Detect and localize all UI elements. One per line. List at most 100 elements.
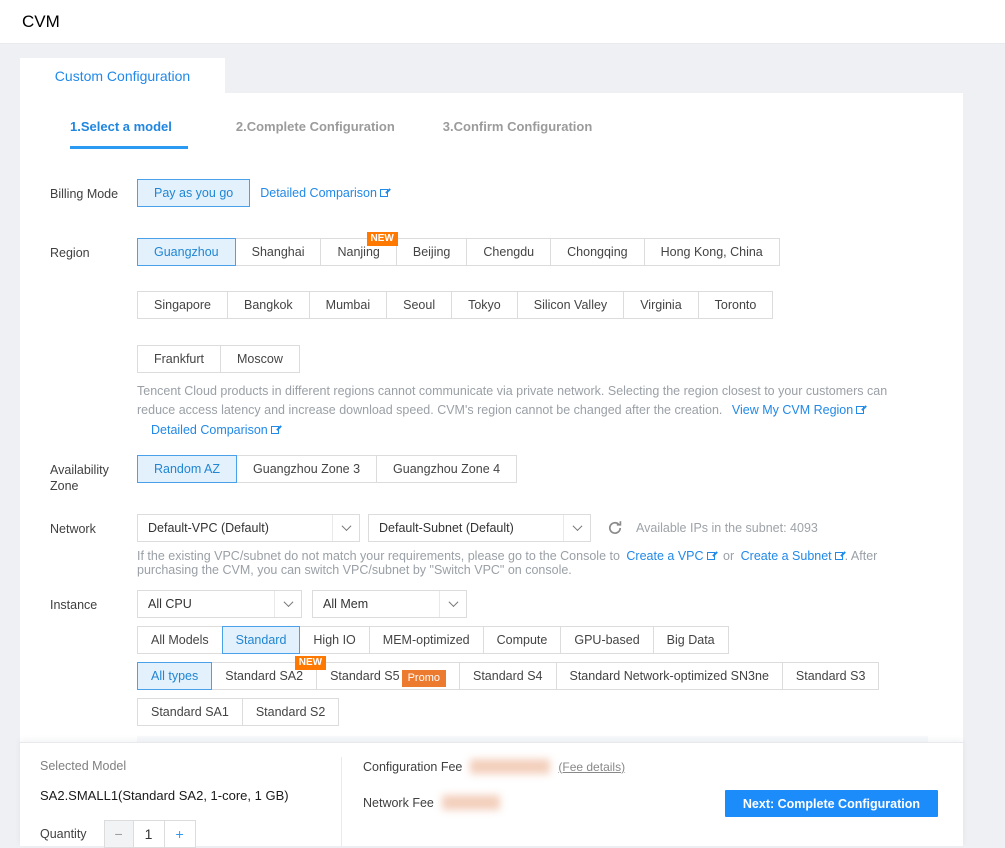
- region-group-2: Singapore Bangkok Mumbai Seoul Tokyo Sil…: [137, 291, 963, 319]
- region-group-1: Guangzhou Shanghai Nanjing NEW Beijing Ch…: [137, 232, 963, 266]
- step-complete-configuration: 2.Complete Configuration: [235, 119, 395, 134]
- network-fee-row: Network Fee: [363, 795, 508, 810]
- region-singapore[interactable]: Singapore: [137, 291, 228, 319]
- region-mumbai[interactable]: Mumbai: [308, 291, 388, 319]
- external-link-icon: [270, 424, 281, 434]
- mem-select-value: All Mem: [323, 596, 369, 611]
- region-frankfurt[interactable]: Frankfurt: [137, 345, 222, 373]
- network-note-after: . After purchasing the CVM, you can swit…: [137, 548, 878, 577]
- fee-details-link[interactable]: (Fee details): [558, 759, 626, 774]
- next-complete-configuration-button[interactable]: Next: Complete Configuration: [724, 790, 938, 817]
- family-all-models[interactable]: All Models: [137, 625, 223, 654]
- configuration-fee-label: Configuration Fee: [363, 759, 463, 774]
- view-my-cvm-region-link[interactable]: View My CVM Region: [732, 403, 866, 417]
- quantity-value[interactable]: 1: [132, 820, 165, 848]
- instance-type-group-2: Standard SA1 Standard S2: [137, 697, 963, 726]
- region-note: Tencent Cloud products in different regi…: [137, 382, 928, 440]
- family-mem-optimized[interactable]: MEM-optimized: [368, 625, 484, 654]
- family-big-data[interactable]: Big Data: [652, 625, 729, 654]
- type-standard-s5-text: Standard S5: [330, 668, 400, 683]
- region-beijing[interactable]: Beijing: [395, 238, 468, 266]
- plus-icon: +: [175, 826, 184, 842]
- type-standard-s3[interactable]: Standard S3: [781, 661, 880, 690]
- type-all-types[interactable]: All types: [137, 661, 213, 690]
- billing-mode-label: Billing Mode: [50, 187, 119, 201]
- region-nanjing-text: Nanjing: [337, 245, 380, 259]
- region-chengdu[interactable]: Chengdu: [466, 238, 552, 266]
- region-hongkong[interactable]: Hong Kong, China: [643, 238, 780, 266]
- region-bangkok[interactable]: Bangkok: [227, 291, 310, 319]
- wizard-steps: 1.Select a model 2.Complete Configuratio…: [20, 93, 963, 149]
- chevron-down-icon: [439, 590, 466, 617]
- mem-select[interactable]: All Mem: [312, 589, 467, 618]
- subnet-select-value: Default-Subnet (Default): [379, 520, 514, 535]
- region-guangzhou[interactable]: Guangzhou: [137, 238, 236, 266]
- region-nanjing[interactable]: Nanjing NEW: [320, 232, 398, 266]
- cpu-select[interactable]: All CPU: [137, 589, 302, 618]
- new-badge: NEW: [294, 655, 327, 670]
- type-standard-s4[interactable]: Standard S4: [459, 661, 557, 690]
- configuration-fee-blurred-value: [470, 759, 551, 774]
- region-tokyo[interactable]: Tokyo: [451, 291, 518, 319]
- region-toronto[interactable]: Toronto: [697, 291, 774, 319]
- available-ips-text: Available IPs in the subnet: 4093: [636, 520, 818, 535]
- family-gpu-based[interactable]: GPU-based: [560, 625, 654, 654]
- network-row: Network Default-VPC (Default) Default-Su…: [20, 513, 963, 577]
- region-virginia[interactable]: Virginia: [623, 291, 699, 319]
- create-vpc-link[interactable]: Create a VPC: [626, 549, 716, 563]
- instance-type-group-1: All types Standard SA2 NEW Standard S5 Pro…: [137, 655, 963, 690]
- external-link-icon: [379, 187, 390, 197]
- create-subnet-link[interactable]: Create a Subnet: [741, 549, 845, 563]
- family-standard[interactable]: Standard: [221, 625, 301, 654]
- availability-zone-row: Availability Zone Random AZ Guangzhou Zo…: [20, 455, 963, 495]
- region-seoul[interactable]: Seoul: [386, 291, 453, 319]
- step-confirm-configuration: 3.Confirm Configuration: [442, 119, 593, 134]
- region-row: Region Guangzhou Shanghai Nanjing NEW Bei…: [20, 232, 963, 440]
- availability-zone-label: Availability Zone: [50, 463, 109, 494]
- cpu-select-value: All CPU: [148, 596, 192, 611]
- selected-model-label: Selected Model: [40, 759, 127, 773]
- region-label: Region: [50, 246, 90, 260]
- tab-custom-configuration[interactable]: Custom Configuration: [20, 58, 225, 93]
- type-standard-sn3ne[interactable]: Standard Network-optimized SN3ne: [555, 661, 783, 690]
- family-compute[interactable]: Compute: [482, 625, 562, 654]
- region-chongqing[interactable]: Chongqing: [550, 238, 645, 266]
- az-guangzhou-zone-3[interactable]: Guangzhou Zone 3: [236, 455, 378, 484]
- chevron-down-icon: [274, 590, 301, 617]
- vpc-select[interactable]: Default-VPC (Default): [137, 513, 360, 542]
- quantity-increase-button[interactable]: +: [163, 820, 196, 848]
- instance-label: Instance: [50, 597, 98, 612]
- az-random[interactable]: Random AZ: [137, 455, 238, 484]
- network-note: If the existing VPC/subnet do not match …: [137, 549, 928, 577]
- network-fee-blurred-value: [441, 795, 500, 810]
- network-fee-label: Network Fee: [363, 795, 434, 810]
- type-standard-s5[interactable]: Standard S5 Promo: [316, 661, 460, 690]
- az-guangzhou-zone-4[interactable]: Guangzhou Zone 4: [376, 455, 518, 484]
- region-shanghai[interactable]: Shanghai: [234, 238, 322, 266]
- pay-as-you-go-button[interactable]: Pay as you go: [137, 179, 251, 207]
- region-note-text: Tencent Cloud products in different regi…: [137, 384, 888, 418]
- family-high-io[interactable]: High IO: [299, 625, 370, 654]
- page-header: CVM: [0, 0, 1005, 44]
- type-standard-sa2[interactable]: Standard SA2 NEW: [211, 655, 327, 690]
- availability-zone-group: Random AZ Guangzhou Zone 3 Guangzhou Zon…: [137, 455, 963, 484]
- region-moscow[interactable]: Moscow: [220, 345, 300, 373]
- promo-badge: Promo: [401, 670, 446, 688]
- refresh-icon[interactable]: [607, 520, 623, 536]
- billing-detailed-comparison-link[interactable]: Detailed Comparison: [260, 186, 390, 200]
- quantity-decrease-button[interactable]: −: [103, 820, 134, 848]
- type-standard-s2[interactable]: Standard S2: [241, 697, 340, 726]
- network-note-before: If the existing VPC/subnet do not match …: [137, 548, 620, 563]
- quantity-label: Quantity: [40, 827, 87, 841]
- region-silicon-valley[interactable]: Silicon Valley: [516, 291, 625, 319]
- subnet-select[interactable]: Default-Subnet (Default): [368, 513, 591, 542]
- region-detailed-comparison-text: Detailed Comparison: [151, 422, 268, 437]
- step-select-model[interactable]: 1.Select a model: [70, 119, 188, 149]
- create-subnet-text: Create a Subnet: [740, 548, 832, 563]
- view-my-cvm-region-text: View My CVM Region: [731, 403, 854, 418]
- purchase-footer-bar: Selected Model SA2.SMALL1(Standard SA2, …: [20, 742, 963, 848]
- footer-divider: [341, 757, 342, 846]
- type-standard-sa1[interactable]: Standard SA1: [137, 697, 243, 726]
- region-detailed-comparison-link[interactable]: Detailed Comparison: [151, 423, 281, 437]
- create-vpc-text: Create a VPC: [626, 548, 704, 563]
